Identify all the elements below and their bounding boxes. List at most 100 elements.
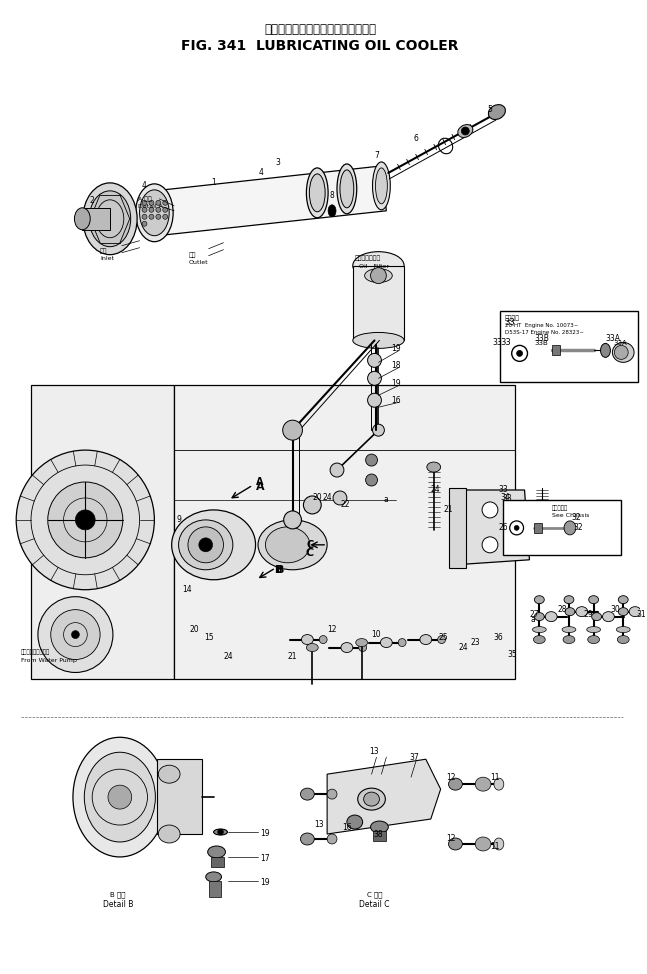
Ellipse shape (563, 636, 575, 644)
Ellipse shape (375, 168, 388, 204)
Ellipse shape (545, 612, 557, 621)
Text: 18: 18 (391, 360, 401, 370)
Text: 6: 6 (413, 134, 419, 143)
Text: 24: 24 (322, 494, 332, 503)
Ellipse shape (576, 607, 587, 617)
Text: 8: 8 (330, 191, 334, 201)
Bar (353, 266, 404, 341)
Text: 28: 28 (557, 605, 567, 615)
Text: 33: 33 (505, 318, 516, 327)
Text: 37: 37 (409, 753, 419, 762)
Bar (448, 488, 466, 568)
Text: 11: 11 (490, 843, 499, 851)
Ellipse shape (564, 521, 576, 535)
Text: 12: 12 (446, 835, 455, 843)
Text: a: a (384, 496, 389, 505)
Ellipse shape (564, 596, 574, 604)
Circle shape (149, 214, 154, 219)
Ellipse shape (420, 635, 432, 645)
Polygon shape (174, 386, 514, 680)
Text: 入口: 入口 (100, 248, 107, 254)
Ellipse shape (643, 613, 647, 620)
Ellipse shape (371, 821, 388, 833)
Text: C: C (307, 540, 314, 550)
Text: A: A (256, 477, 264, 487)
Ellipse shape (380, 638, 392, 648)
Ellipse shape (565, 608, 575, 616)
Ellipse shape (330, 463, 344, 477)
Text: Detail A: Detail A (138, 204, 162, 208)
Circle shape (142, 214, 147, 219)
Text: 出口: 出口 (189, 252, 197, 258)
Text: 24: 24 (459, 643, 468, 652)
Circle shape (149, 201, 154, 206)
Ellipse shape (353, 251, 404, 280)
Ellipse shape (646, 596, 647, 604)
Ellipse shape (448, 838, 463, 850)
Ellipse shape (364, 792, 379, 806)
Ellipse shape (602, 612, 615, 621)
Ellipse shape (533, 636, 545, 644)
Text: 3: 3 (276, 159, 280, 168)
Text: 12: 12 (446, 772, 455, 782)
Ellipse shape (208, 846, 225, 858)
Text: 26: 26 (498, 523, 508, 533)
Circle shape (142, 201, 147, 206)
Text: 12: 12 (327, 625, 337, 634)
Text: From Water Pump: From Water Pump (21, 657, 77, 662)
Text: Detail B: Detail B (103, 900, 133, 909)
Bar (211, 857, 225, 867)
Circle shape (482, 537, 498, 553)
Text: 22: 22 (340, 501, 349, 509)
Text: 33A: 33A (613, 341, 627, 347)
Ellipse shape (629, 607, 641, 617)
Text: C 詳細: C 詳細 (367, 892, 382, 898)
Circle shape (156, 214, 161, 219)
Text: 5: 5 (488, 104, 492, 114)
Ellipse shape (645, 636, 647, 644)
Ellipse shape (458, 125, 473, 137)
Ellipse shape (367, 393, 382, 407)
Ellipse shape (427, 462, 441, 472)
Text: 15: 15 (204, 633, 214, 642)
Text: a: a (530, 616, 535, 624)
Ellipse shape (73, 737, 167, 857)
Text: 27: 27 (530, 610, 539, 619)
Circle shape (16, 450, 155, 589)
Text: 20: 20 (189, 625, 199, 634)
Ellipse shape (534, 613, 544, 620)
Text: 19: 19 (260, 829, 270, 838)
Ellipse shape (337, 164, 356, 213)
Text: 20-HT  Engine No. 10073~: 20-HT Engine No. 10073~ (505, 323, 578, 328)
Circle shape (142, 207, 147, 212)
Ellipse shape (373, 425, 384, 436)
Text: 30: 30 (611, 605, 620, 615)
Text: 24: 24 (224, 652, 233, 661)
Polygon shape (455, 490, 529, 565)
Circle shape (76, 510, 95, 530)
Ellipse shape (84, 752, 155, 842)
Text: ルーブリケーティングオイルクーラ: ルーブリケーティングオイルクーラ (264, 23, 376, 36)
Ellipse shape (83, 183, 137, 254)
Circle shape (517, 351, 523, 356)
Text: FIG. 341  LUBRICATING OIL COOLER: FIG. 341 LUBRICATING OIL COOLER (181, 39, 459, 54)
Ellipse shape (488, 104, 505, 120)
Ellipse shape (347, 815, 363, 829)
Text: 36: 36 (493, 633, 503, 642)
Ellipse shape (534, 596, 544, 604)
Text: 33: 33 (500, 338, 510, 348)
Text: 7: 7 (374, 151, 379, 161)
Text: Outlet: Outlet (189, 260, 208, 265)
Circle shape (48, 482, 123, 558)
Text: 24: 24 (431, 485, 441, 495)
Bar (503, 500, 621, 555)
Text: 21: 21 (444, 506, 454, 514)
Ellipse shape (214, 829, 228, 835)
Text: 21: 21 (288, 652, 298, 661)
Circle shape (514, 525, 519, 531)
Circle shape (50, 610, 100, 659)
Text: 車体廻専用: 車体廻専用 (552, 505, 569, 510)
Circle shape (156, 201, 161, 206)
Bar (157, 759, 202, 834)
Ellipse shape (258, 520, 327, 570)
